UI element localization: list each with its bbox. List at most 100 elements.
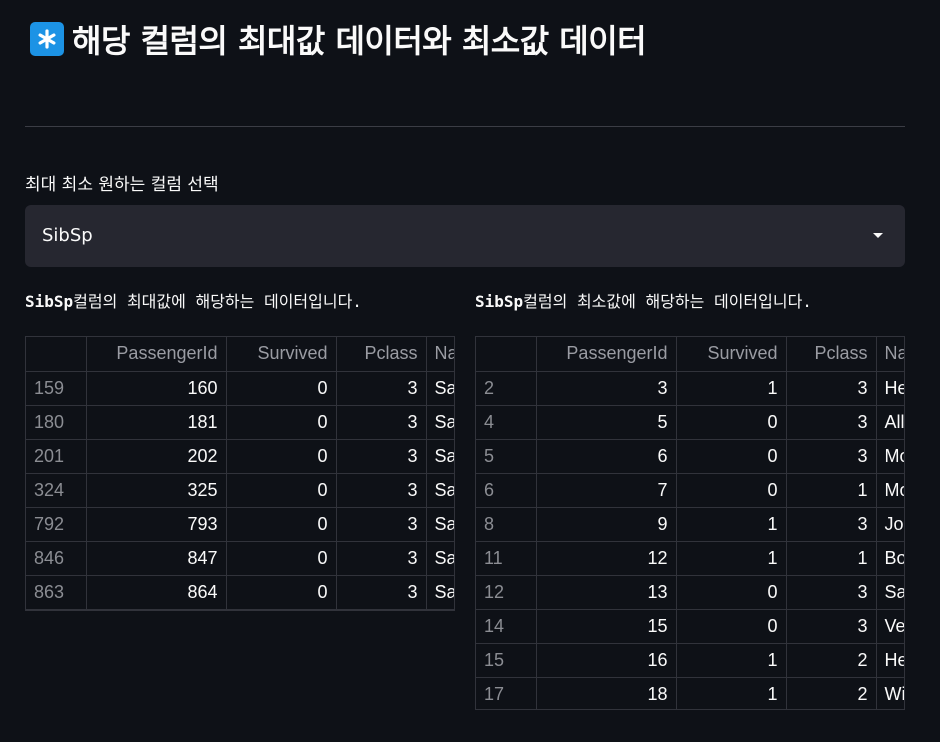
row-index[interactable]: 4 xyxy=(476,405,537,440)
table-cell[interactable]: Jo xyxy=(876,507,904,542)
table-cell[interactable]: 202 xyxy=(86,439,227,474)
table-cell[interactable]: 0 xyxy=(226,541,337,576)
row-index[interactable]: 15 xyxy=(476,643,537,678)
table-cell[interactable]: 1 xyxy=(786,541,877,576)
table-cell[interactable]: 1 xyxy=(676,541,787,576)
table-cell[interactable]: 181 xyxy=(86,405,227,440)
table-cell[interactable]: He xyxy=(876,371,904,406)
table-cell[interactable]: 3 xyxy=(336,507,427,542)
table-cell[interactable]: Sa xyxy=(426,405,454,440)
column-header[interactable] xyxy=(26,337,87,372)
table-cell[interactable]: Mo xyxy=(876,473,904,508)
table-cell[interactable]: 16 xyxy=(536,643,677,678)
row-index[interactable]: 14 xyxy=(476,609,537,644)
max-data-table[interactable]: PassengerId Survived Pclass Na 15916003S… xyxy=(25,336,455,611)
table-cell[interactable]: 1 xyxy=(676,677,787,709)
row-index[interactable]: 324 xyxy=(26,473,87,508)
row-index[interactable]: 12 xyxy=(476,575,537,610)
table-cell[interactable]: He xyxy=(876,643,904,678)
table-cell[interactable]: Sa xyxy=(426,507,454,542)
column-header[interactable] xyxy=(476,337,537,372)
row-index[interactable]: 201 xyxy=(26,439,87,474)
table-cell[interactable]: 3 xyxy=(786,405,877,440)
row-index[interactable]: 11 xyxy=(476,541,537,576)
table-cell[interactable]: All xyxy=(876,405,904,440)
row-index[interactable]: 8 xyxy=(476,507,537,542)
table-cell[interactable]: 1 xyxy=(786,473,877,508)
row-index[interactable]: 846 xyxy=(26,541,87,576)
table-cell[interactable]: 3 xyxy=(536,371,677,406)
row-index[interactable]: 6 xyxy=(476,473,537,508)
table-cell[interactable]: 0 xyxy=(676,575,787,610)
table-cell[interactable]: 0 xyxy=(676,405,787,440)
table-cell[interactable]: 0 xyxy=(226,473,337,508)
table-cell[interactable]: 0 xyxy=(226,371,337,406)
table-cell[interactable]: 3 xyxy=(336,371,427,406)
table-cell[interactable]: 0 xyxy=(676,439,787,474)
row-index[interactable]: 792 xyxy=(26,507,87,542)
row-index[interactable]: 863 xyxy=(26,575,87,610)
table-cell[interactable]: 3 xyxy=(786,439,877,474)
table-cell[interactable]: 3 xyxy=(786,575,877,610)
table-cell[interactable]: 793 xyxy=(86,507,227,542)
chevron-down-icon[interactable] xyxy=(873,233,883,238)
table-cell[interactable]: 0 xyxy=(676,473,787,508)
min-data-table[interactable]: PassengerId Survived Pclass Na 2313He450… xyxy=(475,336,905,710)
table-cell[interactable]: Bo xyxy=(876,541,904,576)
column-header[interactable]: Survived xyxy=(226,337,337,372)
row-index[interactable]: 2 xyxy=(476,371,537,406)
table-cell[interactable]: 325 xyxy=(86,473,227,508)
table-cell[interactable]: 0 xyxy=(676,609,787,644)
table-cell[interactable]: 864 xyxy=(86,575,227,610)
table-cell[interactable]: 9 xyxy=(536,507,677,542)
table-cell[interactable]: 0 xyxy=(226,507,337,542)
table-cell[interactable]: 2 xyxy=(786,677,877,709)
table-cell[interactable]: 18 xyxy=(536,677,677,709)
table-cell[interactable]: 3 xyxy=(336,405,427,440)
table-cell[interactable]: Sa xyxy=(426,541,454,576)
table-cell[interactable]: 5 xyxy=(536,405,677,440)
table-cell[interactable]: 0 xyxy=(226,575,337,610)
table-cell[interactable]: Sa xyxy=(426,439,454,474)
table-cell[interactable]: 3 xyxy=(786,609,877,644)
table-cell[interactable]: 6 xyxy=(536,439,677,474)
row-index[interactable]: 17 xyxy=(476,677,537,709)
table-cell[interactable]: 3 xyxy=(786,371,877,406)
table-cell[interactable]: 0 xyxy=(226,405,337,440)
table-cell[interactable]: 847 xyxy=(86,541,227,576)
table-cell[interactable]: 1 xyxy=(676,507,787,542)
column-header[interactable]: Na xyxy=(876,337,904,372)
table-cell[interactable]: Ve xyxy=(876,609,904,644)
column-header[interactable]: PassengerId xyxy=(536,337,677,372)
table-cell[interactable]: 2 xyxy=(786,643,877,678)
table-cell[interactable]: 3 xyxy=(336,439,427,474)
table-cell[interactable]: Sa xyxy=(876,575,904,610)
table-cell[interactable]: 7 xyxy=(536,473,677,508)
table-cell[interactable]: Mo xyxy=(876,439,904,474)
column-header[interactable]: Pclass xyxy=(336,337,427,372)
table-cell[interactable]: 1 xyxy=(676,643,787,678)
table-cell[interactable]: 3 xyxy=(336,473,427,508)
table-cell[interactable]: Sa xyxy=(426,473,454,508)
column-header[interactable]: Na xyxy=(426,337,454,372)
table-cell[interactable]: 13 xyxy=(536,575,677,610)
column-header[interactable]: PassengerId xyxy=(86,337,227,372)
table-cell[interactable]: Wi xyxy=(876,677,904,709)
table-cell[interactable]: 3 xyxy=(786,507,877,542)
table-cell[interactable]: 15 xyxy=(536,609,677,644)
table-cell[interactable]: 0 xyxy=(226,439,337,474)
table-cell[interactable]: 160 xyxy=(86,371,227,406)
table-cell[interactable]: 3 xyxy=(336,541,427,576)
column-header[interactable]: Survived xyxy=(676,337,787,372)
table-cell[interactable]: 1 xyxy=(676,371,787,406)
table-cell[interactable]: 12 xyxy=(536,541,677,576)
table-cell[interactable]: Sa xyxy=(426,371,454,406)
table-cell[interactable]: Sa xyxy=(426,575,454,610)
row-index[interactable]: 180 xyxy=(26,405,87,440)
column-select[interactable]: SibSp xyxy=(25,205,905,267)
column-header[interactable]: Pclass xyxy=(786,337,877,372)
table-row: 863 864 0 3 Sa xyxy=(26,575,454,610)
row-index[interactable]: 5 xyxy=(476,439,537,474)
row-index[interactable]: 159 xyxy=(26,371,87,406)
table-cell[interactable]: 3 xyxy=(336,575,427,610)
